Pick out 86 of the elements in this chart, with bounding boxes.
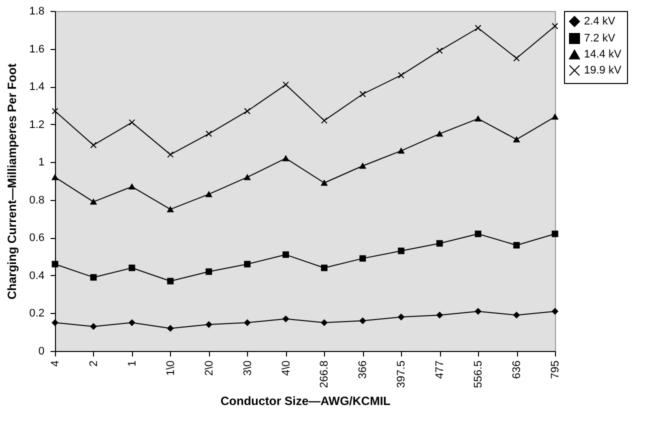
y-tick-label: 0	[38, 346, 44, 358]
x-tick-label: 397.5	[396, 360, 408, 388]
point	[90, 142, 97, 148]
point	[206, 191, 212, 198]
y-tick-label: 0.2	[29, 308, 44, 320]
x-tick-label: 266.8	[318, 360, 331, 388]
x-tick-label: 1\0	[164, 360, 177, 376]
x-tick-label: 3\0	[242, 360, 254, 376]
point	[90, 198, 97, 205]
point	[282, 155, 290, 162]
point	[398, 248, 404, 254]
point	[359, 318, 366, 324]
x-axis-title: Conductor Size—AWG/KCMIL	[220, 394, 390, 408]
point	[474, 116, 482, 122]
point	[244, 260, 251, 268]
point	[552, 230, 558, 238]
x-tick-label: 4	[50, 360, 62, 367]
point	[206, 130, 212, 138]
point	[436, 312, 443, 318]
point	[513, 312, 520, 318]
point	[167, 325, 174, 332]
legend-label: 2.4 kV	[584, 16, 616, 28]
point	[320, 264, 328, 272]
legend-label: 7.2 kV	[584, 32, 616, 44]
x-tick-label: 795	[550, 360, 562, 379]
point	[52, 174, 58, 180]
point	[398, 314, 404, 320]
point	[167, 278, 174, 284]
point	[513, 54, 520, 62]
x-tick-label: 1	[126, 360, 138, 367]
y-tick-label: 0.8	[29, 194, 44, 206]
point	[128, 264, 136, 272]
point	[206, 321, 212, 328]
point	[359, 255, 366, 262]
point	[282, 316, 290, 322]
point	[244, 319, 251, 326]
point	[398, 72, 404, 78]
point	[474, 308, 482, 315]
point	[52, 108, 58, 114]
point	[128, 184, 136, 190]
point	[552, 114, 558, 120]
x-tick-label: 4\0	[280, 360, 292, 376]
point	[436, 47, 443, 54]
point	[282, 251, 290, 258]
x-tick-label: 2\0	[203, 360, 216, 376]
point	[52, 319, 58, 326]
point	[90, 274, 97, 281]
point	[90, 323, 97, 330]
point	[359, 163, 366, 169]
point	[436, 240, 443, 247]
point	[282, 81, 290, 88]
point	[167, 151, 174, 158]
legend-label: 14.4 kV	[584, 48, 622, 60]
x-tick-label: 556.5	[472, 360, 485, 388]
point	[474, 24, 482, 32]
point	[320, 180, 328, 186]
point	[128, 119, 136, 126]
y-tick-label: 0.4	[29, 270, 44, 282]
y-tick-label: 1.2	[29, 118, 44, 131]
point	[359, 90, 366, 98]
x-tick-label: 477	[434, 360, 446, 379]
point	[244, 174, 251, 180]
point	[552, 308, 558, 315]
y-tick-label: 1	[38, 156, 44, 169]
point	[436, 130, 443, 137]
point	[320, 319, 328, 326]
y-axis-title: Charging Current—Milliamperes Per Foot	[5, 63, 20, 300]
legend-label: 19.9 kV	[584, 64, 622, 76]
point	[513, 242, 520, 248]
point	[320, 117, 328, 124]
point	[474, 230, 482, 238]
point	[167, 206, 174, 212]
point	[552, 22, 558, 30]
y-tick-label: 0.6	[29, 232, 44, 244]
x-tick-label: 366	[357, 360, 370, 379]
x-tick-label: 2	[88, 360, 100, 367]
y-tick-label: 1.6	[29, 43, 44, 56]
point	[206, 268, 212, 275]
y-tick-label: 1.8	[29, 6, 44, 18]
x-tick-label: 636	[511, 360, 524, 379]
point	[244, 108, 251, 114]
point	[513, 136, 520, 142]
point	[52, 260, 58, 268]
y-tick-label: 1.4	[29, 81, 44, 94]
point	[128, 319, 136, 326]
point	[398, 148, 404, 154]
